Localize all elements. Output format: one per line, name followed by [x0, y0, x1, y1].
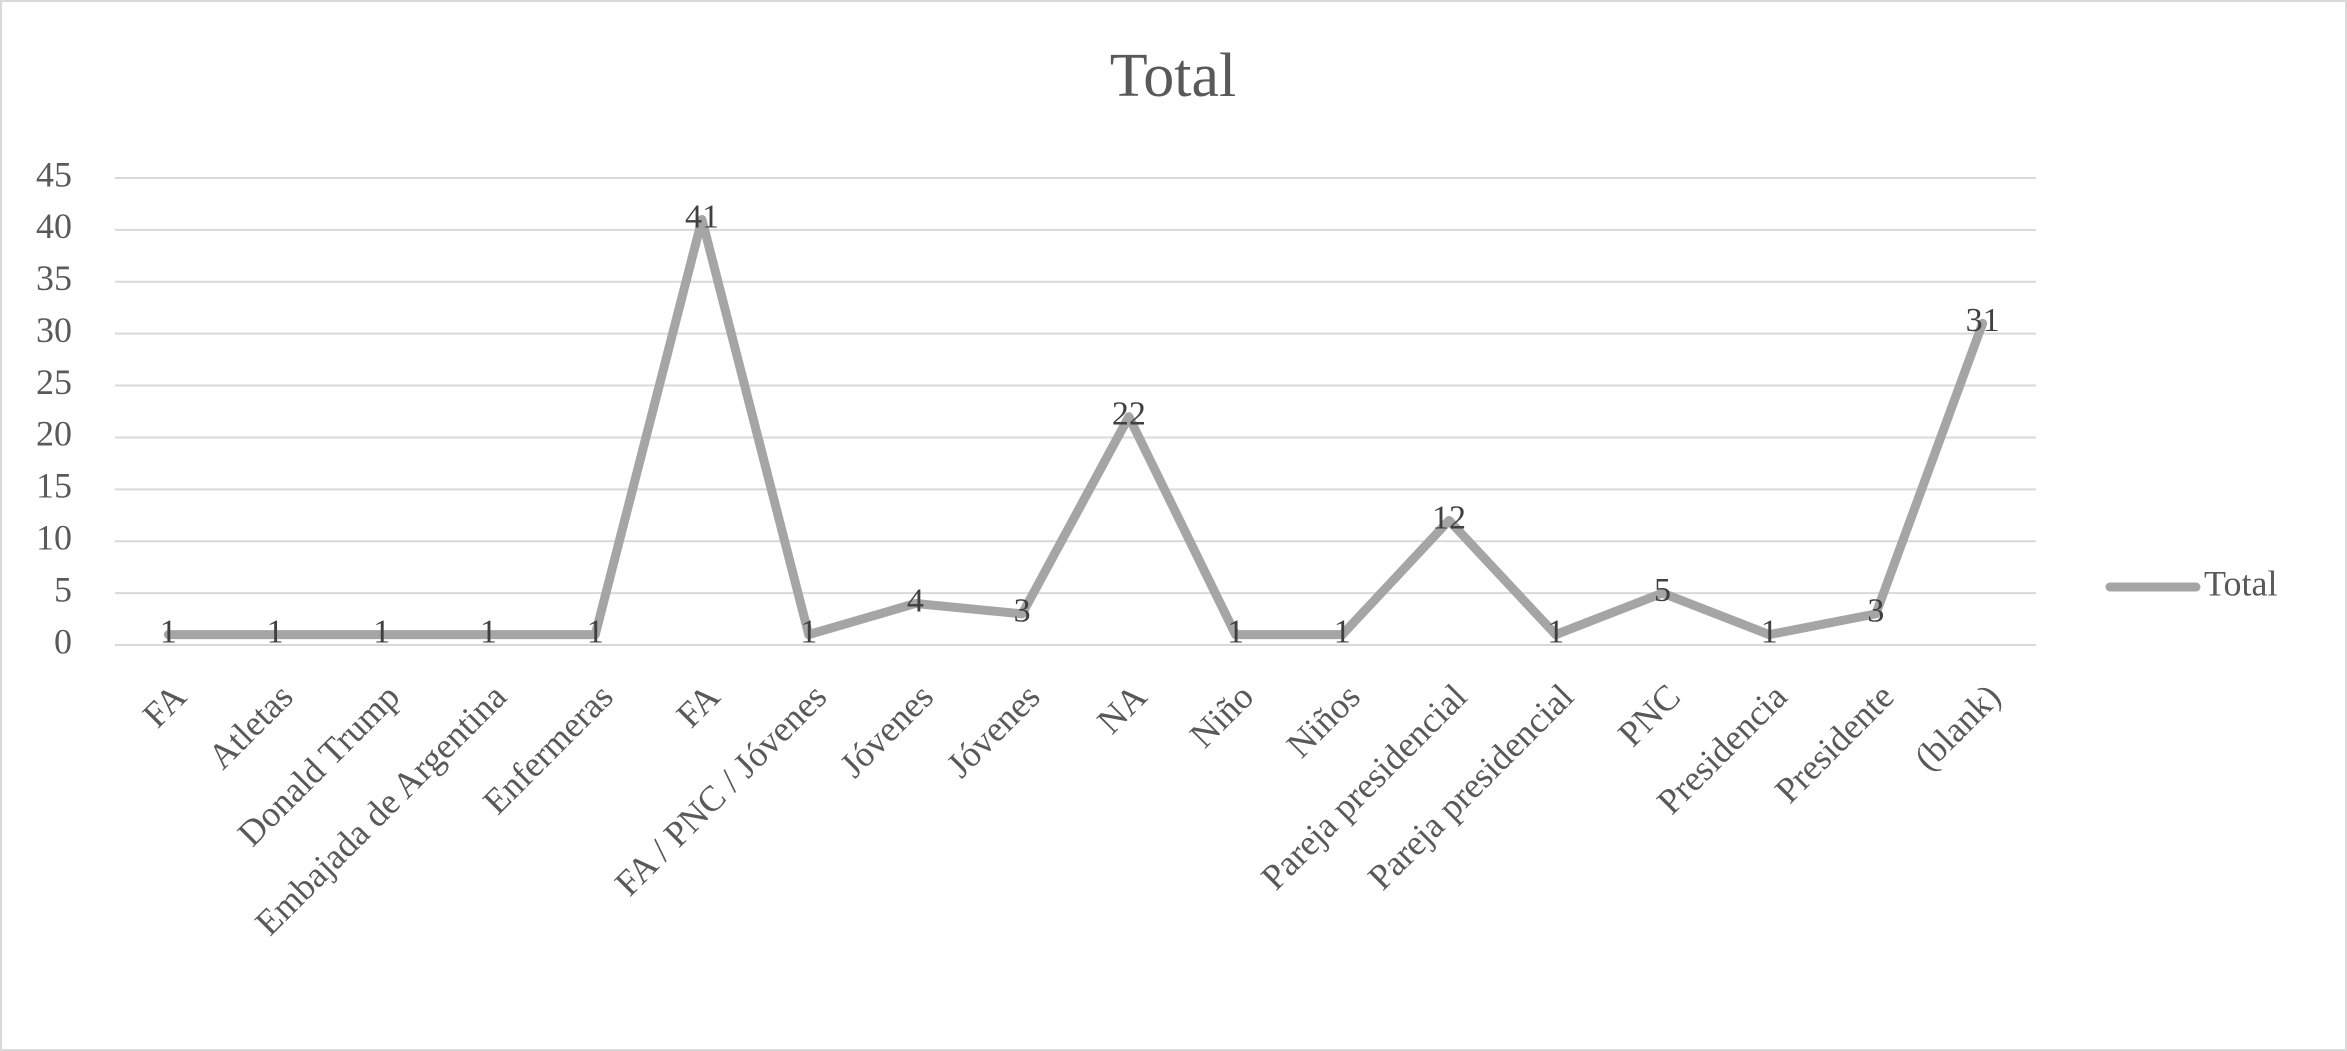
data-label: 3	[1867, 593, 1884, 630]
legend-label: Total	[2204, 563, 2277, 603]
chart-title: Total	[1110, 42, 1237, 110]
data-label: 1	[587, 613, 604, 650]
y-tick-label: 20	[36, 414, 72, 454]
data-label: 1	[800, 613, 817, 650]
data-label: 31	[1966, 302, 2000, 339]
data-label: 22	[1112, 395, 1146, 432]
y-tick-label: 15	[36, 466, 72, 506]
data-label: 1	[1761, 613, 1778, 650]
data-label: 1	[373, 613, 390, 650]
y-tick-label: 35	[36, 258, 72, 298]
y-tick-label: 0	[54, 621, 72, 661]
data-line	[163, 215, 1988, 640]
data-label: 1	[1334, 613, 1351, 650]
y-tick-label: 30	[36, 310, 72, 350]
y-tick-label: 40	[36, 206, 72, 246]
data-label: 1	[160, 613, 177, 650]
data-label: 1	[1227, 613, 1244, 650]
y-tick-label: 25	[36, 362, 72, 402]
data-label: 12	[1432, 499, 1466, 536]
data-label: 1	[267, 613, 284, 650]
data-label: 4	[907, 582, 924, 619]
y-tick-label: 45	[36, 154, 72, 194]
data-label: 3	[1014, 593, 1031, 630]
y-tick-label: 10	[36, 517, 72, 557]
data-label: 1	[480, 613, 497, 650]
data-label: 5	[1654, 572, 1671, 609]
data-label: 41	[685, 198, 719, 235]
y-tick-label: 5	[54, 569, 72, 609]
data-label: 1	[1547, 613, 1564, 650]
